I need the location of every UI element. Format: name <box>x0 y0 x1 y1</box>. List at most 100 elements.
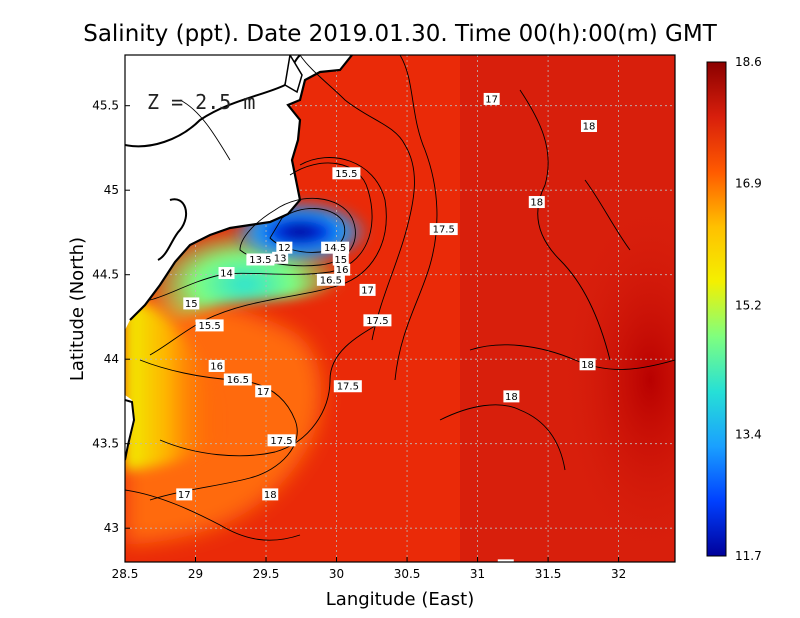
contour-label-text: 13 <box>274 253 287 264</box>
contour-label-bg <box>218 267 235 280</box>
lagoon <box>284 55 303 94</box>
depth-label: Z = 2.5 m <box>147 90 255 114</box>
contour-label: 14 <box>218 267 235 280</box>
y-tick-label: 43 <box>104 521 119 535</box>
contour-label: 17 <box>255 385 272 398</box>
contour-label-text: 17.5 <box>366 316 388 327</box>
contour-label-bg <box>195 319 224 332</box>
colorbar-label: 15.2 <box>735 298 762 312</box>
x-tick-label: 29.5 <box>253 567 280 581</box>
contour-label-text: 18 <box>581 360 594 371</box>
contour-label-text: 17.5 <box>337 382 359 393</box>
contour-label-bg <box>267 434 296 447</box>
contour-label-bg <box>359 283 376 296</box>
contour-label-text: 18 <box>264 490 277 501</box>
x-tick-label: 30 <box>329 567 344 581</box>
contour-label: 18 <box>262 488 279 501</box>
contour-label: 17.5 <box>333 380 362 393</box>
contour-label-text: 14 <box>220 269 233 280</box>
y-tick-label: 45 <box>104 183 119 197</box>
x-tick-label: 32 <box>611 567 626 581</box>
contour-label-bg <box>503 390 520 403</box>
contour-label-bg <box>483 92 500 105</box>
contour-label-bg <box>334 263 351 276</box>
land-north <box>125 55 352 330</box>
contour-label: 17.5 <box>429 223 458 236</box>
contour-label: 18 <box>528 196 545 209</box>
x-axis-ticks: 28.5 29 29.5 30 30.5 31 31.5 32 <box>112 557 626 581</box>
contour-label-text: 17 <box>257 387 270 398</box>
contour-label-bg <box>272 251 289 264</box>
contour-label-text: 15.5 <box>198 321 220 332</box>
contour-label-bg <box>580 119 597 132</box>
contour-label-bg <box>255 385 272 398</box>
colorbar <box>706 61 727 557</box>
colorbar-labels: 18.6 16.9 15.2 13.4 11.7 <box>735 55 762 563</box>
contour-label-text: 15 <box>334 255 347 266</box>
contour-label-text: 15.5 <box>335 169 357 180</box>
contour-label: 18 <box>497 559 514 562</box>
contour-label-bg <box>262 488 279 501</box>
contour-label-text: 17 <box>485 94 498 105</box>
contour-label-text: 18 <box>530 198 543 209</box>
contour-label: 16.5 <box>223 373 252 386</box>
y-tick-label: 45.5 <box>92 99 119 113</box>
contour-label-bg <box>223 373 252 386</box>
contour-label-text: 16.5 <box>227 375 249 386</box>
contour-label-text: 17 <box>361 285 374 296</box>
contour-label-text: 18 <box>583 121 596 132</box>
contour-label: 18 <box>579 358 596 371</box>
contour-label-bg <box>276 241 293 254</box>
contour-label-bg <box>429 223 458 236</box>
contour-label-bg <box>246 253 275 266</box>
contour-label-text: 15 <box>185 299 198 310</box>
contour-label: 17 <box>359 283 376 296</box>
contour-label-bg <box>332 167 361 180</box>
contour-label-text: 16 <box>210 361 223 372</box>
deep-red-core <box>560 200 675 560</box>
x-tick-label: 30.5 <box>394 567 421 581</box>
contour-label: 13 <box>272 251 289 264</box>
contour-label-bg <box>321 241 350 254</box>
colorbar-label: 18.6 <box>735 55 762 69</box>
contour-label: 16 <box>208 359 225 372</box>
contour-label: 13.5 <box>246 253 275 266</box>
y-tick-label: 44.5 <box>92 268 119 282</box>
contour-label-text: 13.5 <box>249 255 271 266</box>
contour-label: 17 <box>176 488 193 501</box>
contour-label-bg <box>497 559 514 562</box>
contour-label-text: 14.5 <box>324 243 346 254</box>
plot-frame <box>124 54 676 563</box>
contour-label: 15.5 <box>332 167 361 180</box>
contour-label: 16 <box>334 263 351 276</box>
contour-label: 18 <box>503 390 520 403</box>
y-axis-label: Latitude (North) <box>67 237 88 381</box>
contour-label-text: 17.5 <box>433 225 455 236</box>
contour-label-bg <box>208 359 225 372</box>
x-tick-label: 29 <box>188 567 203 581</box>
contour-label-bg <box>176 488 193 501</box>
contour-label-bg <box>183 297 200 310</box>
y-axis-ticks: 43 43.5 44 44.5 45 45.5 <box>92 99 130 535</box>
lake-shore <box>157 198 188 261</box>
contour-label-text: 18 <box>505 392 518 403</box>
contour-label: 16.5 <box>316 273 345 286</box>
west-coast-line <box>125 399 136 461</box>
contour-label: 15.5 <box>195 319 224 332</box>
contour-label-text: 17 <box>178 490 191 501</box>
contour-label-text: 17.5 <box>270 436 292 447</box>
colorbar-label: 16.9 <box>735 177 762 191</box>
contour-label-bg <box>528 196 545 209</box>
contour-label-text: 12 <box>278 243 291 254</box>
y-tick-label: 43.5 <box>92 437 119 451</box>
x-tick-label: 31.5 <box>535 567 562 581</box>
x-tick-label: 28.5 <box>112 567 139 581</box>
contour-label: 14.5 <box>321 241 350 254</box>
contour-label: 17.5 <box>267 434 296 447</box>
contour-label: 17 <box>483 92 500 105</box>
x-tick-label: 31 <box>470 567 485 581</box>
contour-label-bg <box>333 380 362 393</box>
